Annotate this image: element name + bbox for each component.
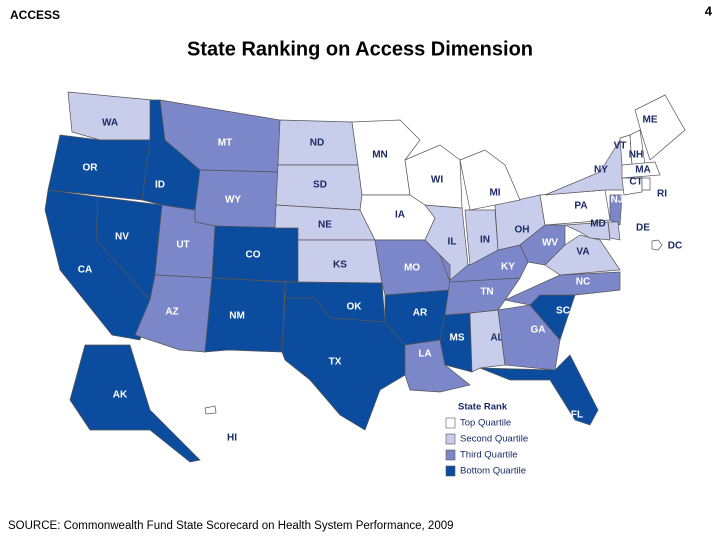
state-shape	[204, 405, 217, 415]
state-label: ID	[155, 180, 165, 191]
state-label: PA	[574, 201, 587, 212]
state-label: ND	[310, 138, 324, 149]
legend-label: Third Quartile	[460, 450, 518, 461]
state-shape	[67, 91, 153, 141]
legend-swatch	[445, 449, 456, 461]
state-label: DE	[636, 223, 650, 234]
state-shape	[69, 344, 201, 463]
state-shape	[204, 277, 286, 353]
state-label: SC	[556, 306, 570, 317]
title: State Ranking on Access Dimension	[187, 38, 533, 60]
state-label: OK	[347, 302, 363, 313]
state-label: MD	[590, 219, 606, 230]
state-label: AK	[113, 390, 128, 401]
state-label: CA	[78, 265, 92, 276]
state-label: KS	[333, 260, 347, 271]
state-shape	[609, 194, 623, 226]
state-label: NV	[115, 232, 129, 243]
state-label: TN	[480, 287, 493, 298]
state-label: GA	[531, 325, 546, 336]
state-shape	[497, 304, 561, 371]
state-label: DC	[668, 241, 682, 252]
state-label: IL	[448, 237, 457, 248]
legend-label: Second Quartile	[460, 434, 528, 445]
state-label: AZ	[165, 307, 178, 318]
state-shape	[404, 144, 463, 209]
state-label: MT	[218, 138, 232, 149]
state-label: VT	[614, 141, 627, 152]
section-label: ACCESS	[10, 8, 60, 22]
legend-label: Bottom Quartile	[460, 466, 526, 477]
page-number: 4	[705, 3, 713, 18]
state-shape	[621, 161, 661, 179]
state-label: MI	[489, 188, 500, 199]
state-label: NC	[576, 277, 590, 288]
state-label: OH	[515, 225, 530, 236]
state-label: MO	[404, 263, 420, 274]
state-label: SD	[313, 180, 327, 191]
state-shape	[459, 149, 521, 211]
state-label: KY	[501, 262, 515, 273]
state-label: NH	[629, 150, 643, 161]
state-label: AL	[490, 333, 503, 344]
state-shape	[424, 204, 469, 281]
state-label: TX	[329, 357, 342, 368]
legend: State Rank Top Quartile Second Quartile Thi…	[445, 402, 528, 477]
state-label: LA	[418, 349, 431, 360]
state-shape	[641, 177, 651, 191]
state-shape	[651, 239, 663, 251]
state-label: WV	[542, 238, 558, 249]
state-label: CT	[629, 177, 642, 188]
state-label: NM	[229, 311, 245, 322]
state-label: CO	[246, 250, 261, 261]
state-shape	[281, 297, 406, 431]
legend-label: Top Quartile	[460, 418, 511, 429]
state-label: WI	[431, 175, 443, 186]
state-shape	[479, 354, 599, 426]
state-label: HI	[227, 433, 237, 444]
state-label: AR	[413, 308, 428, 319]
state-label: IN	[480, 235, 490, 246]
state-label: NY	[594, 165, 608, 176]
state-shape	[634, 94, 686, 161]
state-label: WA	[102, 118, 118, 129]
state-label: WY	[225, 195, 241, 206]
state-label: NE	[318, 220, 332, 231]
state-label: MS	[450, 333, 465, 344]
state-label: MA	[635, 165, 651, 176]
source: SOURCE: Commonwealth Fund State Scorecar…	[8, 520, 454, 532]
legend-title: State Rank	[458, 402, 508, 413]
state-label: MN	[372, 150, 388, 161]
state-shape	[47, 134, 151, 201]
state-label: OR	[83, 163, 99, 174]
state-label: IA	[395, 210, 405, 221]
legend-swatch	[445, 433, 456, 445]
state-label: FL	[571, 410, 583, 421]
legend-swatch	[445, 465, 456, 477]
state-label: UT	[176, 240, 189, 251]
us-map: WA OR CA NV ID MT WY UT CO AZ NM ND SD NE KS OK TX MN IA MO…	[44, 91, 686, 463]
state-label: NJ	[611, 195, 624, 206]
state-label: RI	[657, 189, 667, 200]
state-label: VA	[576, 247, 589, 258]
legend-swatch	[445, 417, 456, 429]
state-shape	[621, 177, 643, 196]
state-label: ME	[643, 115, 658, 126]
state-shape	[544, 234, 621, 276]
state-shape	[563, 221, 611, 241]
